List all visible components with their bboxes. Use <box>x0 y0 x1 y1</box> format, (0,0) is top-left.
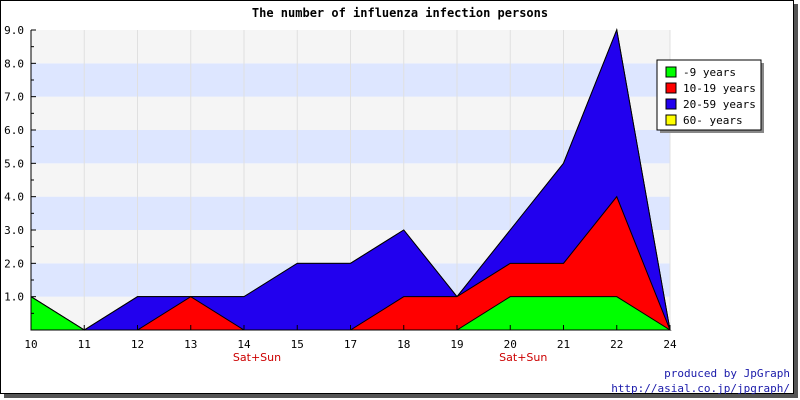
x-tick-label: 20 <box>504 338 517 351</box>
legend-label-2: 20-59 years <box>683 98 756 111</box>
legend-swatch-0 <box>665 66 677 78</box>
x-tick-label: 12 <box>131 338 144 351</box>
y-tick-label: 8.0 <box>4 57 24 70</box>
y-tick-label: 4.0 <box>4 191 24 204</box>
y-tick-label: 5.0 <box>4 157 24 170</box>
footer-url[interactable]: http://asial.co.jp/jpgraph/ <box>611 382 790 395</box>
legend-swatch-2 <box>665 98 677 110</box>
x-tick-label: 21 <box>557 338 570 351</box>
x-tick-label: 24 <box>663 338 677 351</box>
legend-label-0: -9 years <box>683 66 736 79</box>
x-tick-label: 18 <box>397 338 410 351</box>
y-tick-label: 7.0 <box>4 91 24 104</box>
category-note: Sat+Sun <box>499 351 547 364</box>
y-tick-label: 2.0 <box>4 257 24 270</box>
y-tick-label: 6.0 <box>4 124 24 137</box>
chart-title: The number of influenza infection person… <box>252 6 548 20</box>
y-tick-label: 1.0 <box>4 291 24 304</box>
x-tick-label: 15 <box>291 338 304 351</box>
legend-swatch-1 <box>665 82 677 94</box>
legend-swatch-3 <box>665 114 677 126</box>
x-tick-label: 14 <box>237 338 251 351</box>
x-tick-label: 13 <box>184 338 197 351</box>
legend-label-3: 60- years <box>683 114 743 127</box>
x-tick-label: 22 <box>610 338 623 351</box>
footer-credits: produced by JpGraph http://asial.co.jp/j… <box>611 366 790 396</box>
y-tick-label: 9.0 <box>4 24 24 37</box>
legend-label-1: 10-19 years <box>683 82 756 95</box>
y-tick-label: 3.0 <box>4 224 24 237</box>
category-note: Sat+Sun <box>233 351 281 364</box>
x-tick-label: 17 <box>344 338 357 351</box>
footer-produced-by: produced by JpGraph <box>664 367 790 380</box>
x-tick-label: 10 <box>24 338 37 351</box>
x-tick-label: 11 <box>78 338 91 351</box>
x-tick-label: 19 <box>450 338 463 351</box>
